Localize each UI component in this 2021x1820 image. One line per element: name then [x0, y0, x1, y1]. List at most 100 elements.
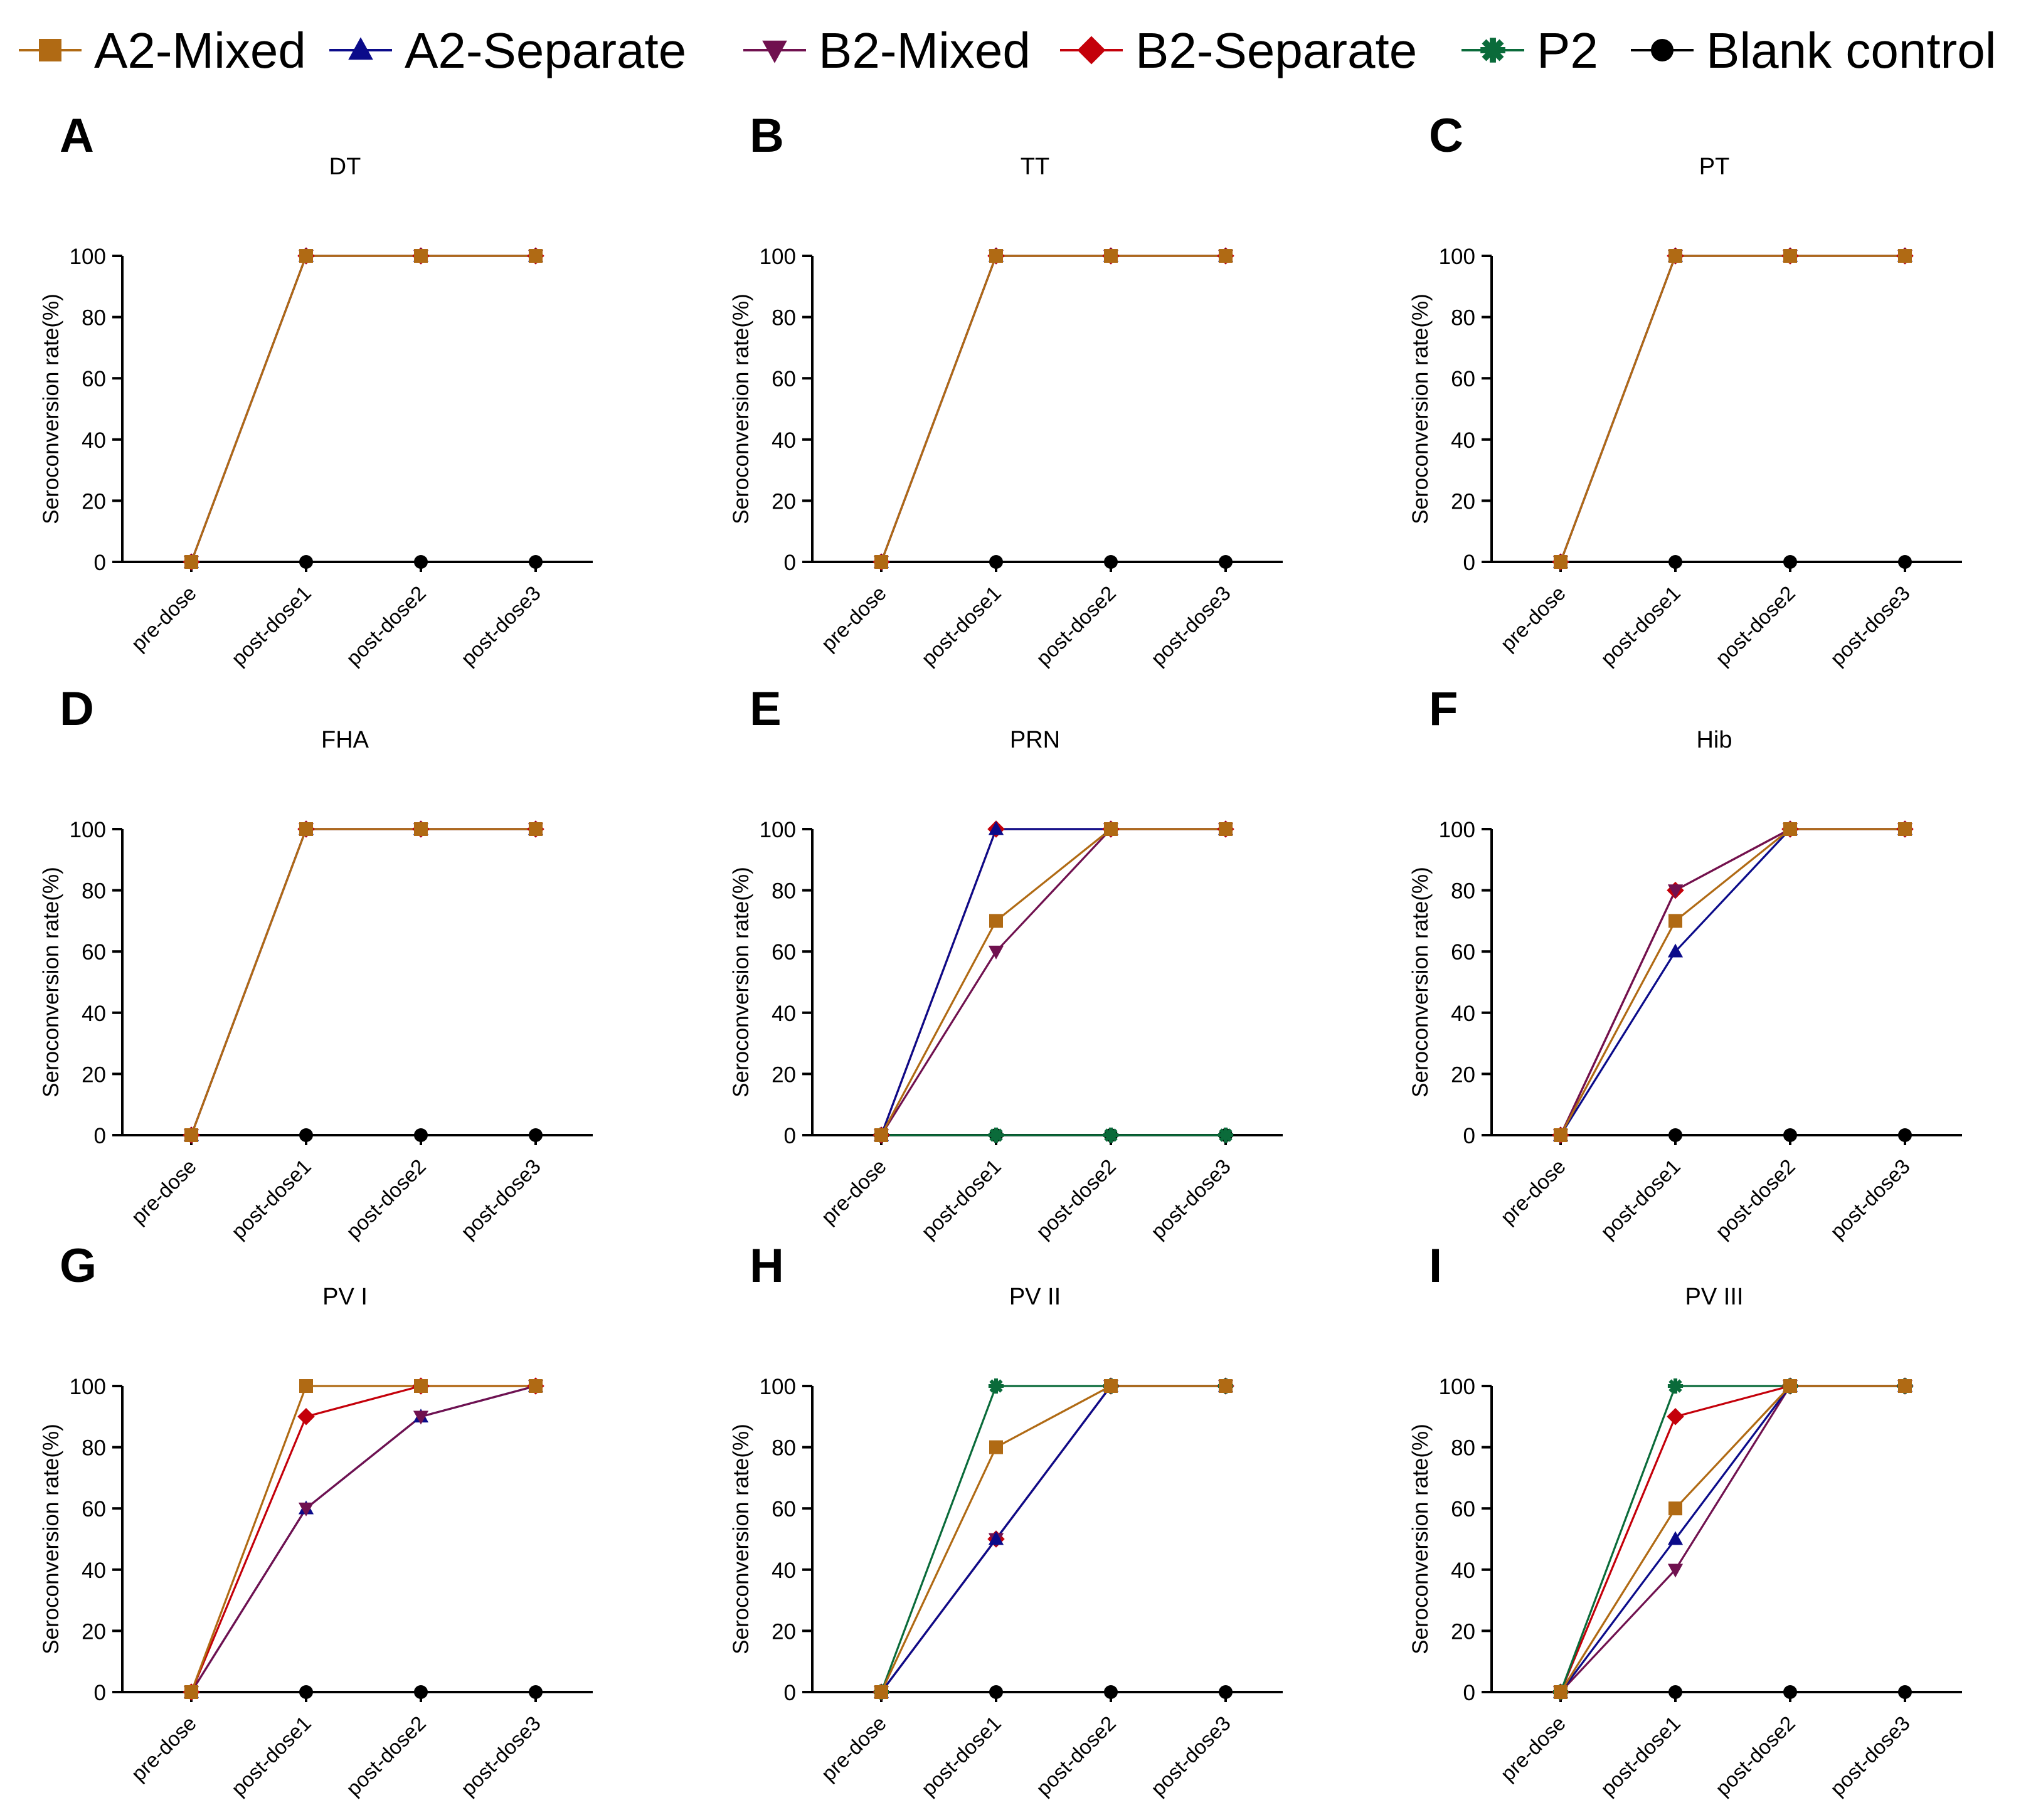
- y-tick-label-h-40: 40: [772, 1558, 796, 1583]
- point-e-a2-separate-post-dose1: [988, 821, 1004, 835]
- point-i-a2-mixed-pre-dose: [1554, 1685, 1567, 1699]
- y-axis-label-h: Seroconversion rate(%): [729, 1424, 753, 1654]
- y-tick-label-h-80: 80: [772, 1436, 796, 1461]
- point-e-p2-post-dose2: [1103, 1127, 1119, 1143]
- panel-title-e: PRN: [1010, 727, 1060, 753]
- series-line-a-b2-separate: [190, 255, 536, 563]
- legend-marker-b2-mixed: [762, 40, 787, 63]
- point-e-a2-mixed-post-dose2: [1104, 822, 1118, 836]
- legend-marker-a2-mixed: [39, 39, 61, 61]
- legend-label-a2-mixed: A2-Mixed: [94, 23, 306, 78]
- y-tick-label-f-100: 100: [1439, 818, 1475, 842]
- panel-title-h: PV II: [1009, 1284, 1061, 1310]
- y-tick-label-h-0: 0: [784, 1681, 796, 1705]
- y-tick-label-b-40: 40: [772, 428, 796, 453]
- point-a-blank-control-post-dose1: [299, 555, 313, 569]
- y-axis-label-a: Seroconversion rate(%): [39, 294, 63, 524]
- y-tick-label-h-60: 60: [772, 1497, 796, 1521]
- panel-letter-d: D: [60, 682, 94, 736]
- series-line-i-a2-mixed: [1559, 1385, 1905, 1693]
- x-tick-label-g-post-dose2: post-dose2: [341, 1712, 430, 1801]
- point-g-a2-mixed-post-dose3: [529, 1379, 543, 1393]
- y-tick-label-i-60: 60: [1451, 1497, 1475, 1521]
- point-i-a2-mixed-post-dose3: [1898, 1379, 1912, 1393]
- point-b-blank-control-post-dose2: [1104, 555, 1118, 569]
- legend-item-blank-control: Blank control: [1631, 23, 1996, 78]
- point-d-a2-mixed-post-dose1: [299, 822, 313, 836]
- y-tick-label-a-40: 40: [82, 428, 106, 453]
- point-d-blank-control-post-dose2: [414, 1128, 428, 1142]
- point-i-a2-mixed-post-dose1: [1668, 1501, 1682, 1516]
- series-line-b-a2-separate: [880, 255, 1226, 563]
- y-axis-label-d: Seroconversion rate(%): [39, 867, 63, 1098]
- series-line-a-a2-separate: [190, 255, 536, 563]
- point-g-b2-mixed-post-dose1: [298, 1502, 314, 1516]
- x-tick-label-b-pre-dose: pre-dose: [817, 581, 891, 655]
- y-tick-label-d-60: 60: [82, 940, 106, 965]
- x-tick-label-e-post-dose3: post-dose3: [1146, 1155, 1235, 1244]
- y-tick-label-f-20: 20: [1451, 1062, 1475, 1087]
- y-tick-label-b-80: 80: [772, 306, 796, 331]
- panel-c: C PT 0 20 40 60 80 100 Seroconversion rate(%) pre…: [1408, 109, 1962, 670]
- panel-b: B TT 0 20 40 60 80 100 Seroconversion rate(%) pre…: [729, 109, 1283, 670]
- y-tick-label-b-20: 20: [772, 489, 796, 514]
- y-tick-label-i-80: 80: [1451, 1436, 1475, 1461]
- x-tick-label-f-post-dose3: post-dose3: [1825, 1155, 1914, 1244]
- point-c-blank-control-post-dose2: [1783, 555, 1797, 569]
- point-a-a2-mixed-pre-dose: [184, 555, 198, 569]
- x-tick-label-c-pre-dose: pre-dose: [1496, 581, 1570, 655]
- panel-i: I PV III 0 20 40 60 80 100 Seroconversion rate(%…: [1408, 1239, 1962, 1800]
- series-line-d-a2-separate: [190, 828, 536, 1136]
- series-line-c-b2-mixed: [1559, 255, 1905, 563]
- panel-title-g: PV I: [322, 1284, 368, 1310]
- legend-item-a2-separate: A2-Separate: [329, 23, 686, 78]
- point-a-blank-control-post-dose2: [414, 555, 428, 569]
- y-tick-label-e-100: 100: [760, 818, 796, 842]
- x-tick-label-h-post-dose3: post-dose3: [1146, 1712, 1235, 1801]
- x-tick-label-d-pre-dose: pre-dose: [127, 1155, 201, 1229]
- x-tick-label-d-post-dose1: post-dose1: [226, 1155, 316, 1244]
- panel-g: G PV I 0 20 40 60 80 100 Seroconversion rate(%) p…: [39, 1239, 593, 1800]
- y-tick-label-e-60: 60: [772, 940, 796, 965]
- y-tick-label-e-80: 80: [772, 879, 796, 904]
- panel-title-i: PV III: [1685, 1284, 1744, 1310]
- point-f-a2-mixed-post-dose1: [1668, 914, 1682, 928]
- y-tick-label-a-80: 80: [82, 306, 106, 331]
- y-tick-label-g-80: 80: [82, 1436, 106, 1461]
- point-g-a2-mixed-post-dose2: [414, 1379, 428, 1393]
- point-h-blank-control-post-dose2: [1104, 1685, 1118, 1699]
- y-tick-label-e-20: 20: [772, 1062, 796, 1087]
- series-line-c-a2-separate: [1559, 255, 1905, 563]
- x-tick-label-f-post-dose1: post-dose1: [1596, 1155, 1685, 1244]
- x-tick-label-f-pre-dose: pre-dose: [1496, 1155, 1570, 1229]
- y-tick-label-c-60: 60: [1451, 367, 1475, 391]
- x-tick-label-c-post-dose2: post-dose2: [1711, 581, 1800, 670]
- x-tick-label-c-post-dose3: post-dose3: [1825, 581, 1914, 670]
- series-line-d-a2-mixed: [190, 828, 536, 1136]
- y-axis-label-b: Seroconversion rate(%): [729, 294, 753, 524]
- point-i-blank-control-post-dose2: [1783, 1685, 1797, 1699]
- y-tick-label-i-20: 20: [1451, 1619, 1475, 1644]
- panel-letter-c: C: [1429, 109, 1463, 162]
- y-tick-label-h-100: 100: [760, 1375, 796, 1399]
- series-line-h-p2: [880, 1385, 1226, 1693]
- series-line-i-a2-separate: [1559, 1385, 1905, 1693]
- legend-marker-blank-control: [1651, 39, 1674, 61]
- x-tick-label-h-post-dose1: post-dose1: [916, 1712, 1005, 1801]
- y-tick-label-c-0: 0: [1463, 551, 1475, 575]
- series-line-a-a2-mixed: [190, 255, 536, 563]
- x-tick-label-g-pre-dose: pre-dose: [127, 1712, 201, 1786]
- panel-d: D FHA 0 20 40 60 80 100 Seroconversion rate(%) pr…: [39, 682, 593, 1243]
- x-tick-label-i-post-dose3: post-dose3: [1825, 1712, 1914, 1801]
- panels: A DT 0 20 40 60 80 100 Seroconversion rate(%) pre…: [39, 109, 1962, 1800]
- point-g-a2-mixed-pre-dose: [184, 1685, 198, 1699]
- x-tick-label-f-post-dose2: post-dose2: [1711, 1155, 1800, 1244]
- point-g-b2-separate-post-dose1: [297, 1408, 315, 1426]
- y-tick-label-a-60: 60: [82, 367, 106, 391]
- series-line-a-b2-mixed: [190, 255, 536, 563]
- panel-letter-b: B: [750, 109, 784, 162]
- y-axis-label-f: Seroconversion rate(%): [1408, 867, 1433, 1098]
- y-tick-label-f-80: 80: [1451, 879, 1475, 904]
- y-tick-label-a-100: 100: [70, 245, 106, 269]
